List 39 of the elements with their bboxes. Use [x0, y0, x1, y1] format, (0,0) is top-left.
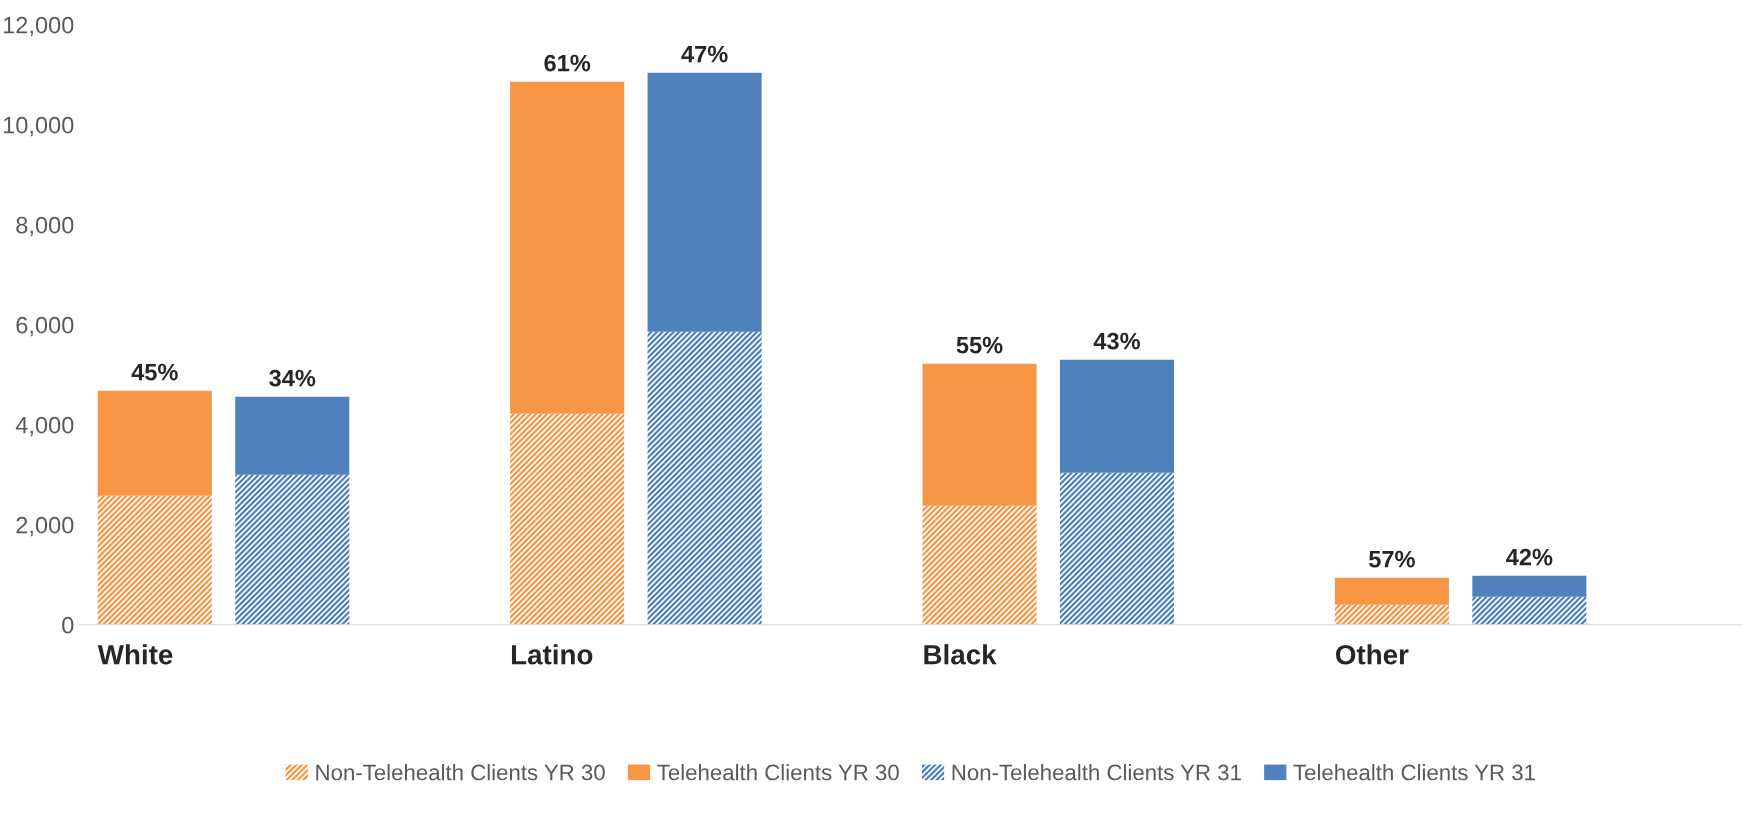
x-tick-label: White	[97, 644, 173, 665]
annotation: 34%	[269, 369, 316, 387]
x-tick-label: Other	[1335, 644, 1409, 665]
bar	[97, 390, 212, 496]
bar	[1472, 596, 1587, 625]
bar	[510, 81, 625, 414]
y-tick-label: 6,000	[16, 316, 74, 337]
bar	[235, 474, 350, 625]
bar	[1472, 575, 1587, 597]
annotation: 57%	[1368, 550, 1415, 568]
annotation: 47%	[681, 45, 728, 63]
legend-label: Telehealth Clients YR 31	[1293, 764, 1535, 781]
bar	[922, 363, 1037, 506]
bar	[647, 331, 762, 625]
bar	[647, 72, 762, 332]
annotation: 45%	[131, 363, 178, 381]
annotation: 61%	[544, 54, 591, 72]
bar	[97, 495, 212, 625]
bar	[1334, 577, 1449, 605]
y-tick-label: 0	[62, 616, 74, 634]
bar	[1334, 604, 1449, 625]
bar	[922, 505, 1037, 625]
x-tick-label: Black	[924, 644, 997, 665]
y-tick-label: 2,000	[16, 516, 74, 537]
annotation: 55%	[956, 336, 1003, 354]
annotation: 42%	[1506, 548, 1553, 566]
legend-label: Non-Telehealth Clients YR 30	[316, 764, 605, 781]
y-tick-label: 10,000	[3, 116, 74, 137]
annotation: 43%	[1093, 332, 1140, 350]
bar	[235, 396, 350, 475]
legend-label: Non-Telehealth Clients YR 31	[952, 764, 1241, 781]
y-tick-label: 12,000	[3, 16, 74, 37]
bar	[510, 413, 625, 625]
y-tick-label: 8,000	[16, 216, 74, 237]
y-tick-label: 4,000	[15, 416, 74, 437]
bar	[1059, 472, 1175, 625]
legend-label: Telehealth Clients YR 30	[657, 764, 899, 781]
x-tick-label: Latino	[511, 644, 593, 665]
bar	[1059, 359, 1175, 473]
